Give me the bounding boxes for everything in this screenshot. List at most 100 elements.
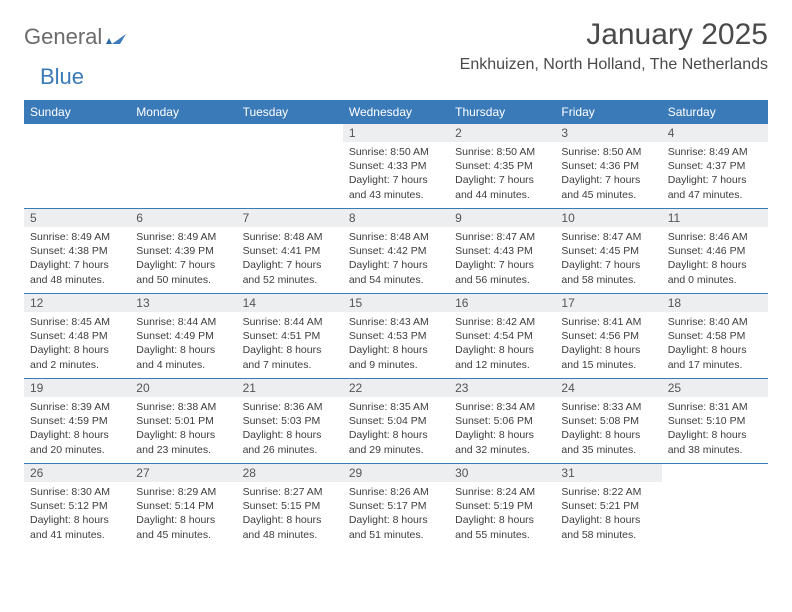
day-info: Sunrise: 8:39 AMSunset: 4:59 PMDaylight:… [24,397,130,462]
day-cell: 27Sunrise: 8:29 AMSunset: 5:14 PMDayligh… [130,464,236,548]
day-number: 3 [555,124,661,142]
day-cell: 14Sunrise: 8:44 AMSunset: 4:51 PMDayligh… [237,294,343,378]
day-info: Sunrise: 8:48 AMSunset: 4:41 PMDaylight:… [237,227,343,292]
day-info: Sunrise: 8:47 AMSunset: 4:45 PMDaylight:… [555,227,661,292]
day-info: Sunrise: 8:33 AMSunset: 5:08 PMDaylight:… [555,397,661,462]
day-cell: 31Sunrise: 8:22 AMSunset: 5:21 PMDayligh… [555,464,661,548]
day-cell: 17Sunrise: 8:41 AMSunset: 4:56 PMDayligh… [555,294,661,378]
day-info: Sunrise: 8:48 AMSunset: 4:42 PMDaylight:… [343,227,449,292]
weekday-label: Wednesday [343,100,449,124]
day-number: 7 [237,209,343,227]
day-info: Sunrise: 8:35 AMSunset: 5:04 PMDaylight:… [343,397,449,462]
empty-cell [130,124,236,208]
day-number: 14 [237,294,343,312]
weekday-header: SundayMondayTuesdayWednesdayThursdayFrid… [24,100,768,124]
day-info: Sunrise: 8:47 AMSunset: 4:43 PMDaylight:… [449,227,555,292]
day-cell: 22Sunrise: 8:35 AMSunset: 5:04 PMDayligh… [343,379,449,463]
day-number: 25 [662,379,768,397]
day-number: 27 [130,464,236,482]
day-cell: 9Sunrise: 8:47 AMSunset: 4:43 PMDaylight… [449,209,555,293]
day-number: 2 [449,124,555,142]
day-info: Sunrise: 8:27 AMSunset: 5:15 PMDaylight:… [237,482,343,547]
day-cell: 2Sunrise: 8:50 AMSunset: 4:35 PMDaylight… [449,124,555,208]
week-row: 12Sunrise: 8:45 AMSunset: 4:48 PMDayligh… [24,294,768,379]
day-number: 31 [555,464,661,482]
day-number: 24 [555,379,661,397]
day-info: Sunrise: 8:49 AMSunset: 4:37 PMDaylight:… [662,142,768,207]
day-number: 12 [24,294,130,312]
weekday-label: Monday [130,100,236,124]
day-number: 28 [237,464,343,482]
empty-cell [237,124,343,208]
month-title: January 2025 [460,18,768,52]
day-info: Sunrise: 8:50 AMSunset: 4:35 PMDaylight:… [449,142,555,207]
day-info: Sunrise: 8:36 AMSunset: 5:03 PMDaylight:… [237,397,343,462]
logo-text-general: General [24,24,102,50]
day-number: 9 [449,209,555,227]
calendar: SundayMondayTuesdayWednesdayThursdayFrid… [24,100,768,548]
day-cell: 4Sunrise: 8:49 AMSunset: 4:37 PMDaylight… [662,124,768,208]
week-row: 26Sunrise: 8:30 AMSunset: 5:12 PMDayligh… [24,464,768,548]
day-cell: 15Sunrise: 8:43 AMSunset: 4:53 PMDayligh… [343,294,449,378]
day-cell: 7Sunrise: 8:48 AMSunset: 4:41 PMDaylight… [237,209,343,293]
day-number: 11 [662,209,768,227]
day-cell: 16Sunrise: 8:42 AMSunset: 4:54 PMDayligh… [449,294,555,378]
day-cell: 18Sunrise: 8:40 AMSunset: 4:58 PMDayligh… [662,294,768,378]
day-cell: 11Sunrise: 8:46 AMSunset: 4:46 PMDayligh… [662,209,768,293]
day-number: 17 [555,294,661,312]
weekday-label: Tuesday [237,100,343,124]
day-number: 15 [343,294,449,312]
day-number: 29 [343,464,449,482]
day-number: 4 [662,124,768,142]
day-cell: 26Sunrise: 8:30 AMSunset: 5:12 PMDayligh… [24,464,130,548]
day-cell: 24Sunrise: 8:33 AMSunset: 5:08 PMDayligh… [555,379,661,463]
week-row: 19Sunrise: 8:39 AMSunset: 4:59 PMDayligh… [24,379,768,464]
day-info: Sunrise: 8:22 AMSunset: 5:21 PMDaylight:… [555,482,661,547]
day-cell: 5Sunrise: 8:49 AMSunset: 4:38 PMDaylight… [24,209,130,293]
day-info: Sunrise: 8:40 AMSunset: 4:58 PMDaylight:… [662,312,768,377]
day-info: Sunrise: 8:29 AMSunset: 5:14 PMDaylight:… [130,482,236,547]
logo-triangle-icon [106,24,126,50]
day-cell: 3Sunrise: 8:50 AMSunset: 4:36 PMDaylight… [555,124,661,208]
day-cell: 19Sunrise: 8:39 AMSunset: 4:59 PMDayligh… [24,379,130,463]
empty-cell [662,464,768,548]
day-cell: 28Sunrise: 8:27 AMSunset: 5:15 PMDayligh… [237,464,343,548]
day-number: 19 [24,379,130,397]
day-number: 18 [662,294,768,312]
day-info: Sunrise: 8:31 AMSunset: 5:10 PMDaylight:… [662,397,768,462]
day-cell: 10Sunrise: 8:47 AMSunset: 4:45 PMDayligh… [555,209,661,293]
weekday-label: Thursday [449,100,555,124]
day-number: 22 [343,379,449,397]
day-number: 26 [24,464,130,482]
day-info: Sunrise: 8:49 AMSunset: 4:39 PMDaylight:… [130,227,236,292]
day-info: Sunrise: 8:41 AMSunset: 4:56 PMDaylight:… [555,312,661,377]
day-number: 21 [237,379,343,397]
day-cell: 12Sunrise: 8:45 AMSunset: 4:48 PMDayligh… [24,294,130,378]
day-info: Sunrise: 8:44 AMSunset: 4:51 PMDaylight:… [237,312,343,377]
week-row: 1Sunrise: 8:50 AMSunset: 4:33 PMDaylight… [24,124,768,209]
location: Enkhuizen, North Holland, The Netherland… [460,56,768,74]
day-cell: 20Sunrise: 8:38 AMSunset: 5:01 PMDayligh… [130,379,236,463]
day-cell: 6Sunrise: 8:49 AMSunset: 4:39 PMDaylight… [130,209,236,293]
day-info: Sunrise: 8:26 AMSunset: 5:17 PMDaylight:… [343,482,449,547]
day-cell: 8Sunrise: 8:48 AMSunset: 4:42 PMDaylight… [343,209,449,293]
weekday-label: Sunday [24,100,130,124]
day-number: 5 [24,209,130,227]
day-info: Sunrise: 8:30 AMSunset: 5:12 PMDaylight:… [24,482,130,547]
day-info: Sunrise: 8:46 AMSunset: 4:46 PMDaylight:… [662,227,768,292]
day-cell: 13Sunrise: 8:44 AMSunset: 4:49 PMDayligh… [130,294,236,378]
day-number: 16 [449,294,555,312]
weeks-container: 1Sunrise: 8:50 AMSunset: 4:33 PMDaylight… [24,124,768,548]
day-info: Sunrise: 8:42 AMSunset: 4:54 PMDaylight:… [449,312,555,377]
day-number: 8 [343,209,449,227]
day-cell: 21Sunrise: 8:36 AMSunset: 5:03 PMDayligh… [237,379,343,463]
day-cell: 30Sunrise: 8:24 AMSunset: 5:19 PMDayligh… [449,464,555,548]
day-number: 30 [449,464,555,482]
day-number: 10 [555,209,661,227]
day-cell: 29Sunrise: 8:26 AMSunset: 5:17 PMDayligh… [343,464,449,548]
logo: General [24,18,126,50]
week-row: 5Sunrise: 8:49 AMSunset: 4:38 PMDaylight… [24,209,768,294]
day-cell: 25Sunrise: 8:31 AMSunset: 5:10 PMDayligh… [662,379,768,463]
day-number: 13 [130,294,236,312]
day-info: Sunrise: 8:50 AMSunset: 4:36 PMDaylight:… [555,142,661,207]
